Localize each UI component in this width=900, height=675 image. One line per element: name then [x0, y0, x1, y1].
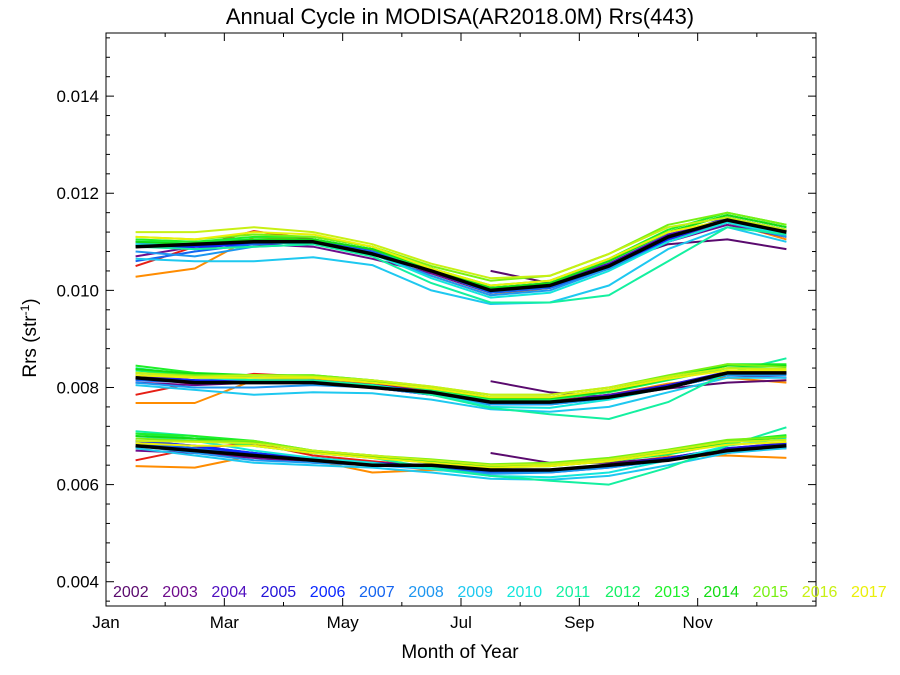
mean-line-lower: [135, 444, 787, 472]
mean-line-middle: [135, 371, 787, 404]
legend-item-2013: 2013: [654, 584, 690, 601]
legend-item-2003: 2003: [162, 584, 198, 601]
legend-item-2004: 2004: [211, 584, 247, 601]
chart-title: Annual Cycle in MODISA(AR2018.0M) Rrs(44…: [226, 4, 694, 29]
x-tick-label: May: [327, 613, 360, 632]
y-tick-label: 0.006: [56, 476, 99, 495]
legend-item-2015: 2015: [753, 584, 789, 601]
y-tick-label: 0.008: [56, 378, 99, 397]
legend-item-2017: 2017: [851, 584, 887, 601]
y-tick-label: 0.010: [56, 281, 99, 300]
legend-item-2009: 2009: [457, 584, 493, 601]
y-axis-label-main: Rrs (str: [20, 315, 41, 378]
legend-item-2011: 2011: [556, 584, 591, 601]
axes-layer: 0.004 0.006 0.008 0.010 0.012 0.014 Jan Mar May J…: [56, 32, 817, 632]
legend-item-2002: 2002: [113, 584, 149, 601]
x-axis-label: Month of Year: [401, 642, 519, 663]
x-tick-label: Jan: [92, 613, 119, 632]
series-line-2015-upper: [135, 211, 787, 282]
y-axis-label-sup: -1: [18, 304, 32, 315]
x-tick-label: Sep: [564, 613, 594, 632]
series-line-2017-lower: [135, 440, 787, 469]
legend-item-2010: 2010: [507, 584, 543, 601]
series-layer: [135, 211, 787, 486]
x-tick-label: Nov: [683, 613, 714, 632]
legend-item-2007: 2007: [359, 584, 395, 601]
series-line-2016-lower: [135, 438, 787, 467]
y-tick-label: 0.004: [56, 573, 99, 592]
mean-line-upper: [135, 218, 787, 293]
series-line-2011-middle: [135, 357, 787, 420]
series-line-2011-upper: [135, 226, 787, 304]
legend-item-2016: 2016: [802, 584, 838, 601]
series-line-2017-upper: [135, 219, 787, 287]
legend-item-2014: 2014: [703, 584, 739, 601]
x-tick-label: Mar: [210, 613, 240, 632]
legend-item-2006: 2006: [310, 584, 346, 601]
y-tick-label: 0.012: [56, 184, 99, 203]
y-axis-label-close: ): [20, 298, 41, 304]
series-line-2009-upper: [135, 226, 787, 305]
legend: 2002 2003 2004 2005 2006 2007 2008 2009 2010 2011…: [113, 584, 887, 601]
legend-item-2012: 2012: [605, 584, 641, 601]
y-tick-label: 0.014: [56, 87, 99, 106]
series-line-2016-upper: [135, 216, 787, 280]
legend-item-2008: 2008: [408, 584, 444, 601]
series-line-2009-middle: [135, 376, 787, 413]
y-axis-label: Rrs (str-1): [18, 298, 41, 377]
plot-frame: [105, 32, 817, 607]
x-tick-label: Jul: [450, 613, 472, 632]
series-line-2017-middle: [135, 369, 787, 399]
legend-item-2005: 2005: [261, 584, 297, 601]
series-line-2016-middle: [135, 367, 787, 396]
